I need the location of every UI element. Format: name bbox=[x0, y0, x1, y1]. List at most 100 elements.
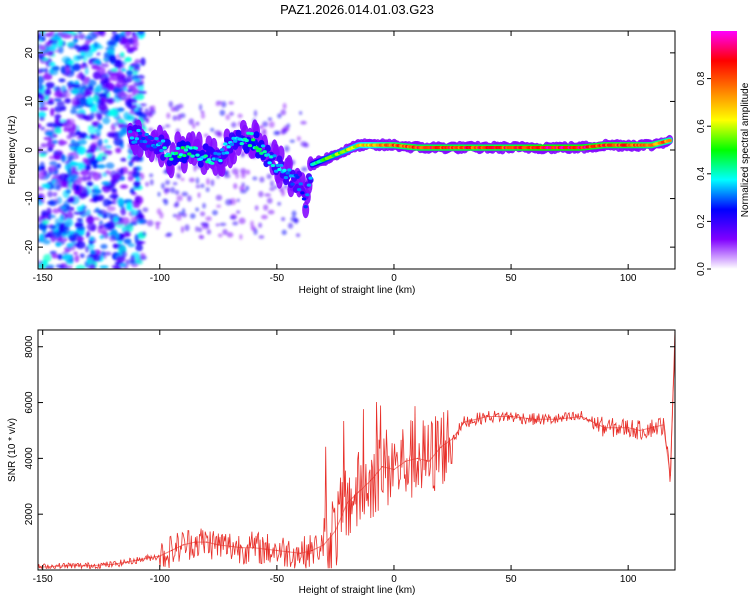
spectrogram-noise-blob bbox=[267, 209, 275, 215]
ridge-core bbox=[169, 157, 174, 161]
spectrogram-noise-blob bbox=[131, 104, 138, 109]
spectrogram-noise-blob bbox=[51, 253, 58, 259]
ridge-core bbox=[246, 131, 251, 135]
x-tick-label: -50 bbox=[270, 273, 285, 284]
spectrogram-noise-blob bbox=[46, 207, 52, 216]
spectrogram-noise-blob bbox=[139, 219, 146, 224]
spectrogram-noise-blob bbox=[140, 57, 146, 67]
spectrogram-noise-blob bbox=[273, 130, 279, 136]
spectrogram-noise-blob bbox=[76, 105, 82, 109]
spectrogram-noise-blob bbox=[126, 69, 134, 77]
ridge-core bbox=[231, 136, 236, 140]
snr-data-point bbox=[65, 565, 67, 567]
spectrogram-noise-blob bbox=[50, 234, 57, 243]
ridge-core bbox=[132, 140, 138, 144]
spectrogram-noise-blob bbox=[134, 59, 141, 64]
snr-data-point bbox=[533, 418, 536, 420]
ridge-core bbox=[154, 137, 159, 141]
spectrogram-noise-blob bbox=[221, 101, 227, 108]
spectrogram-noise-blob bbox=[212, 209, 218, 216]
spectrogram-noise-blob bbox=[106, 206, 116, 212]
spectrogram-noise-blob bbox=[47, 50, 54, 57]
spectrogram-noise-blob bbox=[42, 254, 52, 262]
y-tick-label: 0 bbox=[24, 147, 35, 153]
ridge-core bbox=[224, 151, 230, 155]
spectrogram-noise-blob bbox=[103, 139, 109, 144]
ridge-core bbox=[193, 146, 199, 150]
spectrogram-noise-blob bbox=[176, 172, 180, 179]
spectrogram-noise-blob bbox=[120, 157, 127, 162]
x-tick-label: -150 bbox=[33, 574, 53, 585]
spectrogram-noise-blob bbox=[95, 127, 102, 137]
spectrogram-noise-blob bbox=[62, 254, 73, 261]
snr-data-point bbox=[217, 544, 219, 546]
spectrogram-noise-blob bbox=[73, 211, 84, 215]
spectrogram-noise-blob bbox=[38, 45, 47, 52]
spectrogram-noise-blob bbox=[68, 265, 73, 269]
spectrogram-heatmap bbox=[38, 31, 674, 269]
spectrogram-noise-blob bbox=[130, 187, 136, 195]
spectrogram-noise-blob bbox=[57, 38, 64, 47]
spectrogram-noise-blob bbox=[75, 113, 85, 117]
spectrogram-noise-blob bbox=[46, 32, 56, 38]
snr-data-point bbox=[206, 541, 208, 543]
snr-data-point bbox=[669, 474, 671, 476]
spectrogram-noise-blob bbox=[235, 173, 239, 179]
ridge-core bbox=[226, 145, 231, 149]
spectrogram-noise-blob bbox=[149, 173, 154, 178]
spectrogram-noise-blob bbox=[87, 32, 97, 41]
spectrogram-noise-blob bbox=[188, 177, 196, 183]
spectrogram-noise-blob bbox=[134, 195, 141, 204]
spectrogram-noise-blob bbox=[107, 132, 116, 138]
spectrogram-noise-blob bbox=[119, 52, 125, 58]
ridge-core bbox=[136, 128, 141, 133]
spectrogram-noise-blob bbox=[75, 240, 86, 249]
spectrogram-noise-blob bbox=[151, 105, 156, 112]
spectrogram-noise-blob bbox=[137, 107, 143, 111]
snr-data-point bbox=[346, 502, 348, 504]
spectrogram-noise-blob bbox=[38, 171, 46, 180]
y-tick-label: -10 bbox=[24, 191, 35, 206]
spectrogram-noise-blob bbox=[76, 205, 84, 212]
spectrogram-noise-blob bbox=[226, 232, 234, 238]
spectrogram-noise-blob bbox=[145, 181, 149, 187]
spectrogram-noise-blob bbox=[239, 189, 247, 194]
spectrogram-noise-blob bbox=[60, 140, 68, 145]
spectrogram-noise-blob bbox=[103, 211, 113, 218]
spectrogram-noise-blob bbox=[195, 121, 200, 126]
spectrogram-noise-blob bbox=[55, 264, 65, 269]
spectrogram-noise-blob bbox=[76, 218, 83, 222]
spectrogram-noise-blob bbox=[78, 192, 87, 200]
spectrogram-noise-blob bbox=[70, 108, 77, 115]
spectrogram-noise-blob bbox=[107, 45, 115, 55]
ridge-core bbox=[160, 139, 166, 143]
ridge-core bbox=[285, 171, 290, 175]
spectrogram-noise-blob bbox=[109, 194, 119, 199]
spectrogram-noise-blob bbox=[119, 184, 128, 189]
ridge-core bbox=[305, 193, 310, 197]
spectrogram-noise-blob bbox=[74, 80, 80, 85]
spectrogram-noise-blob bbox=[236, 210, 241, 214]
spectrogram-noise-blob bbox=[218, 131, 222, 137]
ridge-core bbox=[210, 161, 215, 165]
spectrogram-noise-blob bbox=[96, 164, 106, 169]
ridge-core bbox=[218, 158, 223, 163]
snr-data-point bbox=[334, 530, 337, 532]
spectrogram-noise-blob bbox=[52, 140, 59, 144]
ridge-mid bbox=[264, 144, 271, 152]
spectrogram-noise-blob bbox=[134, 63, 141, 68]
snr-data-point bbox=[358, 491, 360, 493]
spectrogram-noise-blob bbox=[84, 164, 92, 171]
ridge-core bbox=[262, 150, 267, 154]
ridge-core bbox=[137, 131, 143, 136]
x-tick-label: 100 bbox=[620, 273, 637, 284]
snr-data-point bbox=[580, 415, 582, 418]
spectrogram-noise-blob bbox=[71, 96, 80, 106]
spectrogram-noise-blob bbox=[38, 262, 46, 269]
spectrogram-noise-blob bbox=[84, 77, 89, 84]
spectrogram-noise-blob bbox=[206, 229, 212, 235]
ridge-core bbox=[239, 142, 244, 146]
spectrogram-noise-blob bbox=[200, 112, 206, 119]
spectrogram-noise-blob bbox=[66, 134, 73, 140]
spectrogram-noise-blob bbox=[89, 133, 96, 140]
